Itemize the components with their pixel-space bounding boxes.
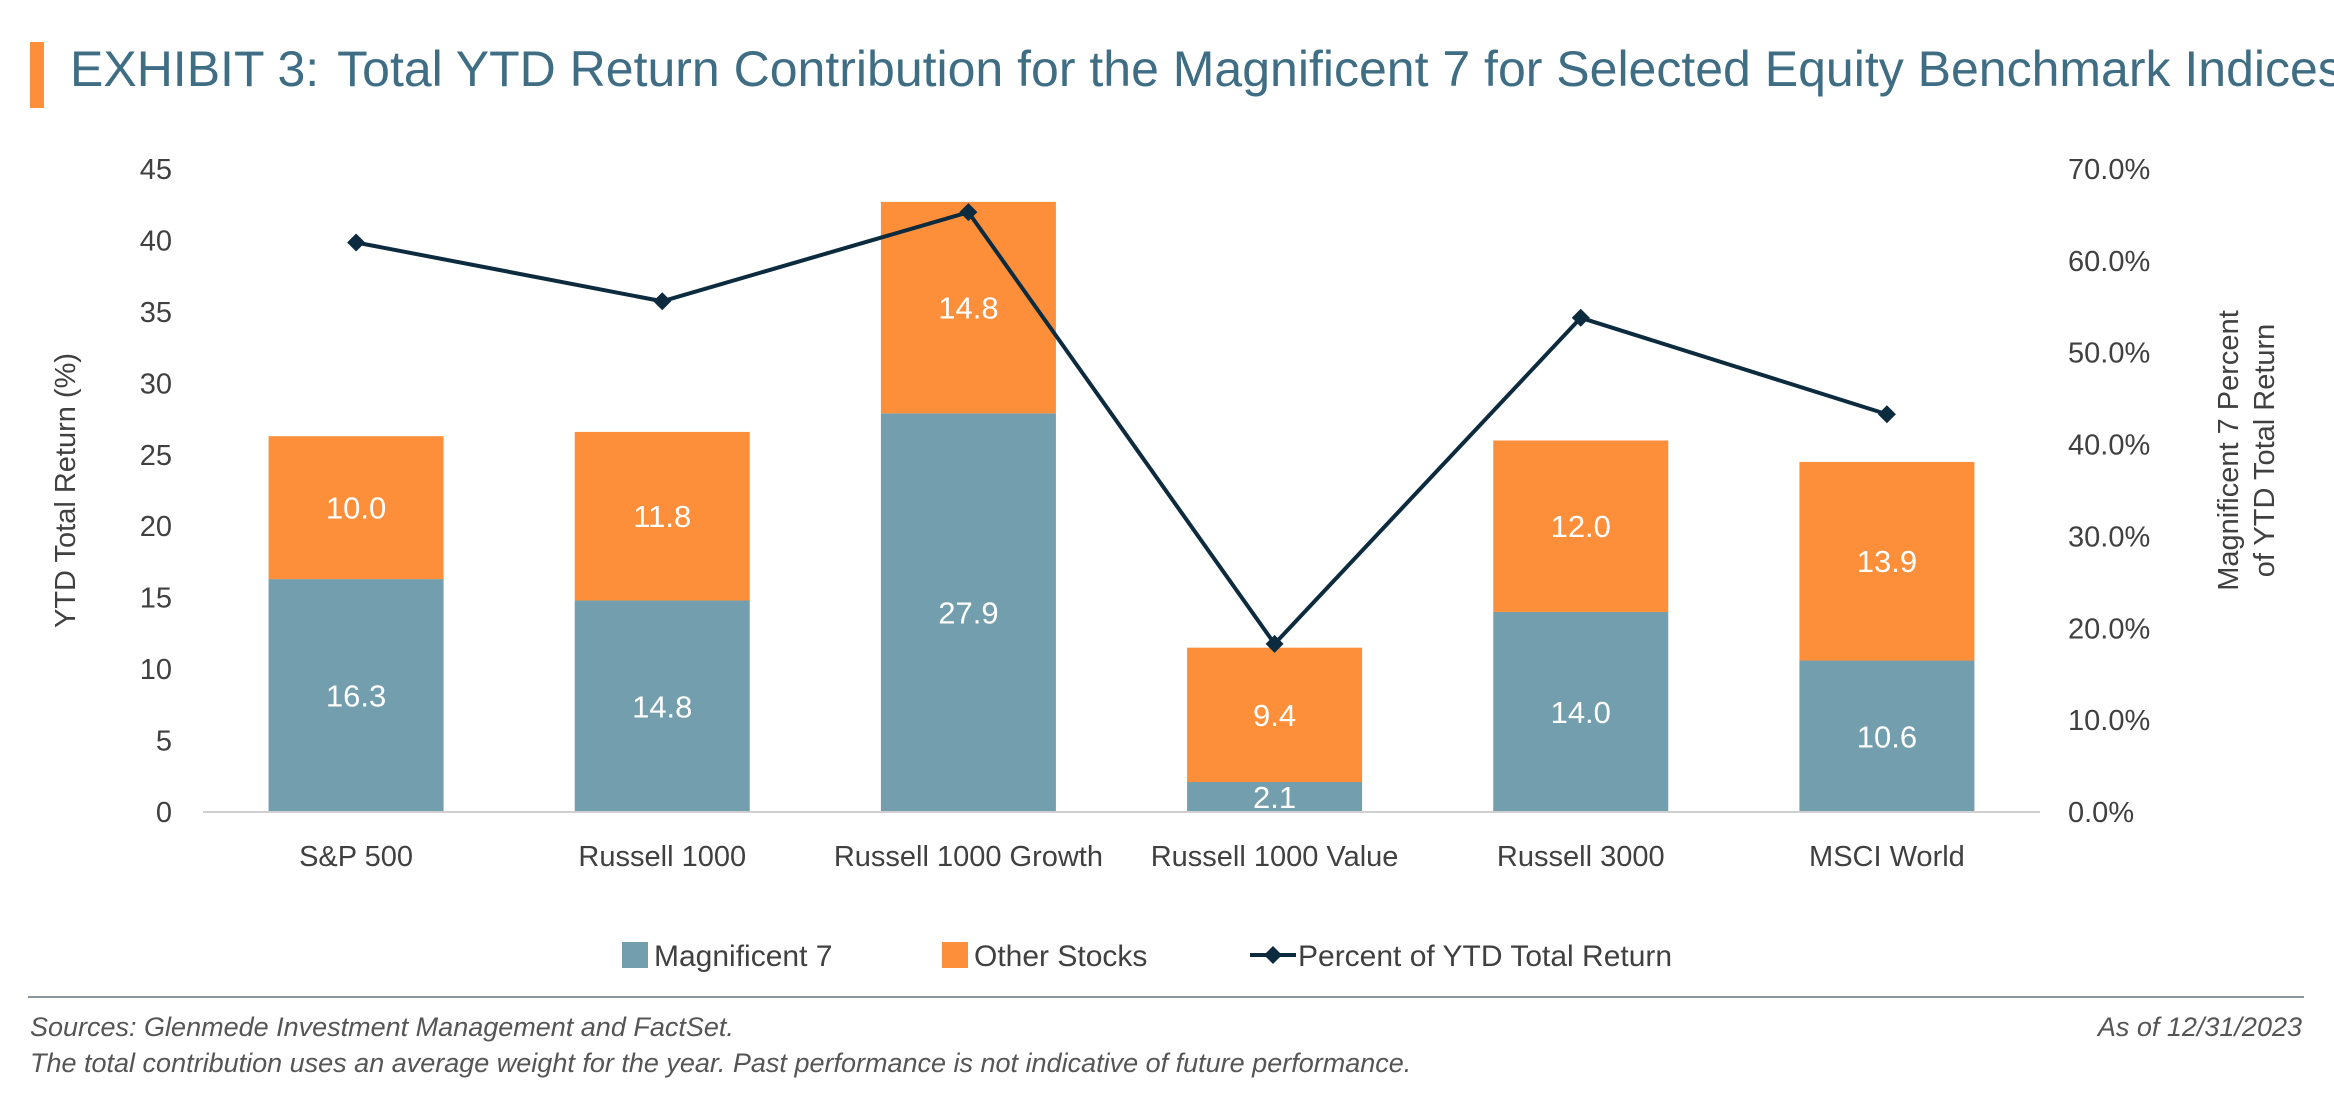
y2-tick-label: 30.0% [2068, 521, 2150, 553]
title-text: Total YTD Return Contribution for the Ma… [337, 41, 2334, 97]
legend-label-magnificent-7: Magnificent 7 [654, 940, 832, 973]
y2-tick-label: 70.0% [2068, 154, 2150, 186]
sources-text: Sources: Glenmede Investment Management … [30, 1012, 734, 1042]
chart: 0 5 10 15 20 25 30 35 40 45 0.0% 10.0% 20.0% 30.0% 40.… [50, 154, 2281, 973]
data-label-magnificent-7: 14.0 [1551, 695, 1611, 730]
legend-label-other-stocks: Other Stocks [974, 940, 1147, 973]
y2-tick-label: 40.0% [2068, 430, 2150, 462]
footnote: The total contribution uses an average w… [30, 1048, 1412, 1078]
y-tick-label: 10 [140, 654, 172, 686]
category-label: Russell 1000 Growth [834, 841, 1103, 873]
bar-other-stocks [880, 201, 1056, 414]
data-label-other-stocks: 14.8 [938, 291, 998, 326]
data-label-other-stocks: 9.4 [1253, 698, 1296, 733]
y-tick-label: 25 [140, 440, 172, 472]
legend-swatch-other-stocks [942, 942, 968, 968]
y2-tick-label: 50.0% [2068, 338, 2150, 370]
y-tick-label: 30 [140, 368, 172, 400]
y2-axis-title: Magnificent 7 Percent [2213, 310, 2245, 590]
y2-tick-label: 60.0% [2068, 246, 2150, 278]
line-point-marker [959, 203, 978, 222]
y2-tick-label: 10.0% [2068, 705, 2150, 737]
data-label-other-stocks: 13.9 [1857, 544, 1917, 579]
bar-magnificent-7 [1187, 781, 1363, 812]
line-point-marker [1571, 308, 1590, 327]
bar-magnificent-7 [574, 600, 750, 812]
data-label-magnificent-7: 27.9 [938, 596, 998, 631]
legend-label-percent: Percent of YTD Total Return [1298, 940, 1672, 973]
line-point-marker [1877, 405, 1896, 424]
legend-swatch-magnificent-7 [622, 942, 648, 968]
y-tick-label: 0 [156, 797, 172, 829]
bar-magnificent-7 [880, 413, 1056, 812]
y-tick-label: 15 [140, 583, 172, 615]
data-label-other-stocks: 11.8 [633, 499, 691, 534]
y-tick-label: 40 [140, 225, 172, 257]
y-axis-title: YTD Total Return (%) [50, 353, 82, 628]
category-label: S&P 500 [299, 841, 413, 873]
line-point-marker [1265, 634, 1284, 653]
bar-other-stocks [574, 431, 750, 601]
line-point-marker [653, 292, 672, 311]
y-tick-label: 35 [140, 297, 172, 329]
data-label-other-stocks: 12.0 [1551, 509, 1611, 544]
bar-other-stocks [1187, 647, 1363, 782]
footer-divider [28, 996, 2304, 998]
data-label-magnificent-7: 14.8 [632, 689, 692, 724]
y-tick-label: 5 [156, 726, 172, 758]
y2-axis-title: of YTD Total Return [2249, 324, 2281, 578]
bar-magnificent-7 [268, 579, 444, 812]
data-label-magnificent-7: 10.6 [1857, 719, 1917, 754]
bar-magnificent-7 [1799, 660, 1975, 812]
y2-tick-label: 0.0% [2068, 797, 2134, 829]
category-label: Russell 3000 [1497, 841, 1665, 873]
data-label-magnificent-7: 2.1 [1253, 780, 1296, 815]
category-label: Russell 1000 [578, 841, 746, 873]
bar-other-stocks [1493, 440, 1669, 612]
y2-tick-label: 20.0% [2068, 613, 2150, 645]
bar-magnificent-7 [1493, 611, 1669, 812]
category-label: MSCI World [1809, 841, 1965, 873]
chart-title: EXHIBIT 3: Total YTD Return Contribution … [70, 40, 2334, 98]
data-label-other-stocks: 10.0 [326, 491, 386, 526]
exhibit-label: EXHIBIT 3: [70, 41, 320, 97]
legend-marker-percent [1264, 946, 1282, 964]
as-of-date: As of 12/31/2023 [2097, 1012, 2302, 1042]
category-label: Russell 1000 Value [1151, 841, 1399, 873]
y-tick-label: 45 [140, 154, 172, 186]
line-point-marker [347, 233, 366, 252]
y-tick-label: 20 [140, 511, 172, 543]
bar-other-stocks [1799, 461, 1975, 661]
title-accent-bar [30, 42, 44, 108]
data-label-magnificent-7: 16.3 [326, 679, 386, 714]
line-percent-of-ytd-total-return [355, 209, 1888, 648]
bar-other-stocks [268, 436, 444, 580]
